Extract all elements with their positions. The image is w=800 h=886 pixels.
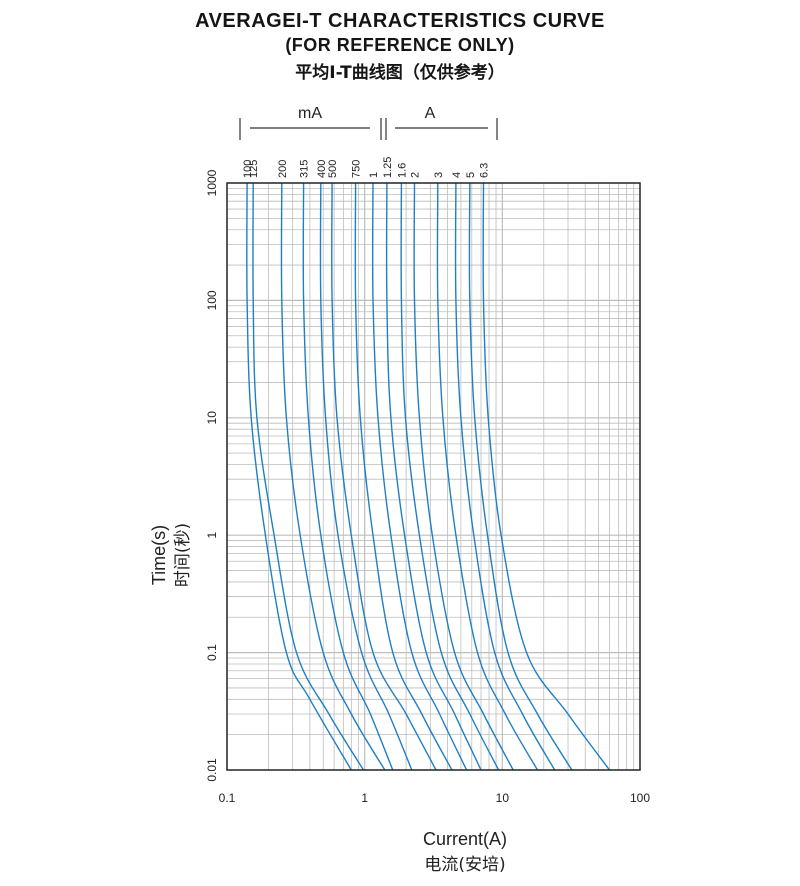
curve-315 [302, 182, 394, 771]
x-tick-labels: 0.1 1 10 100 [219, 791, 651, 805]
curve-1 [371, 182, 468, 771]
x-tick-label: 100 [630, 791, 650, 805]
curve-2 [413, 182, 514, 771]
x-tick-label: 0.1 [219, 791, 236, 805]
grid-lines [227, 183, 640, 770]
y-tick-label: 1000 [205, 169, 219, 196]
y-tick-label: 1 [205, 532, 219, 539]
rating-label: 5 [465, 172, 477, 178]
curve-125 [252, 182, 365, 771]
rating-label: 1 [368, 172, 380, 178]
curve-series [246, 182, 611, 771]
chart-subtitle: (FOR REFERENCE ONLY) [285, 35, 515, 55]
curve-1-6 [400, 182, 500, 771]
rating-label: 315 [299, 160, 311, 178]
y-tick-labels: 0.01 0.1 1 10 100 1000 [205, 169, 219, 781]
curve-1-25 [385, 182, 482, 771]
y-tick-label: 100 [205, 290, 219, 310]
y-axis-title: Time(s) [149, 525, 169, 585]
rating-label: 500 [327, 160, 339, 178]
y-tick-label: 0.1 [205, 644, 219, 661]
rating-label: 1.25 [382, 157, 394, 178]
x-axis-title-chinese: 电流(安培) [424, 855, 505, 875]
curve-200 [280, 182, 386, 771]
rating-label: 200 [277, 160, 289, 178]
y-axis-title-chinese: 时间(秒) [173, 523, 193, 587]
rating-label: 750 [351, 160, 363, 178]
unit-brackets [239, 118, 498, 140]
rating-label: 4 [451, 172, 463, 178]
curve-100 [246, 182, 352, 771]
unit-label-a: A [425, 105, 436, 122]
plot-frame [226, 182, 641, 771]
curve-4 [454, 182, 556, 771]
curve-500 [331, 182, 437, 771]
rating-label: 100 [242, 160, 254, 178]
rating-label: 1.6 [396, 163, 408, 178]
y-tick-label: 10 [205, 411, 219, 425]
chart-title: AVERAGEI-T CHARACTERISTICS CURVE [195, 10, 605, 32]
rating-label: 6.3 [479, 163, 491, 178]
y-tick-label: 0.01 [205, 758, 219, 782]
rating-label: 125 [248, 160, 260, 178]
curve-3 [436, 182, 539, 771]
rating-label: 2 [410, 172, 422, 178]
x-axis-title: Current(A) [423, 829, 507, 849]
curve-6-3 [482, 182, 611, 771]
x-tick-label: 1 [361, 791, 368, 805]
chart-title-chinese: 平均I-T曲线图（仅供参考） [295, 63, 505, 83]
unit-label-ma: mA [298, 105, 322, 122]
curve-750 [354, 182, 453, 771]
curve-400 [319, 182, 413, 771]
x-tick-label: 10 [496, 791, 510, 805]
curve-5 [468, 182, 573, 771]
rating-label: 400 [316, 160, 328, 178]
rating-label: 3 [433, 172, 445, 178]
